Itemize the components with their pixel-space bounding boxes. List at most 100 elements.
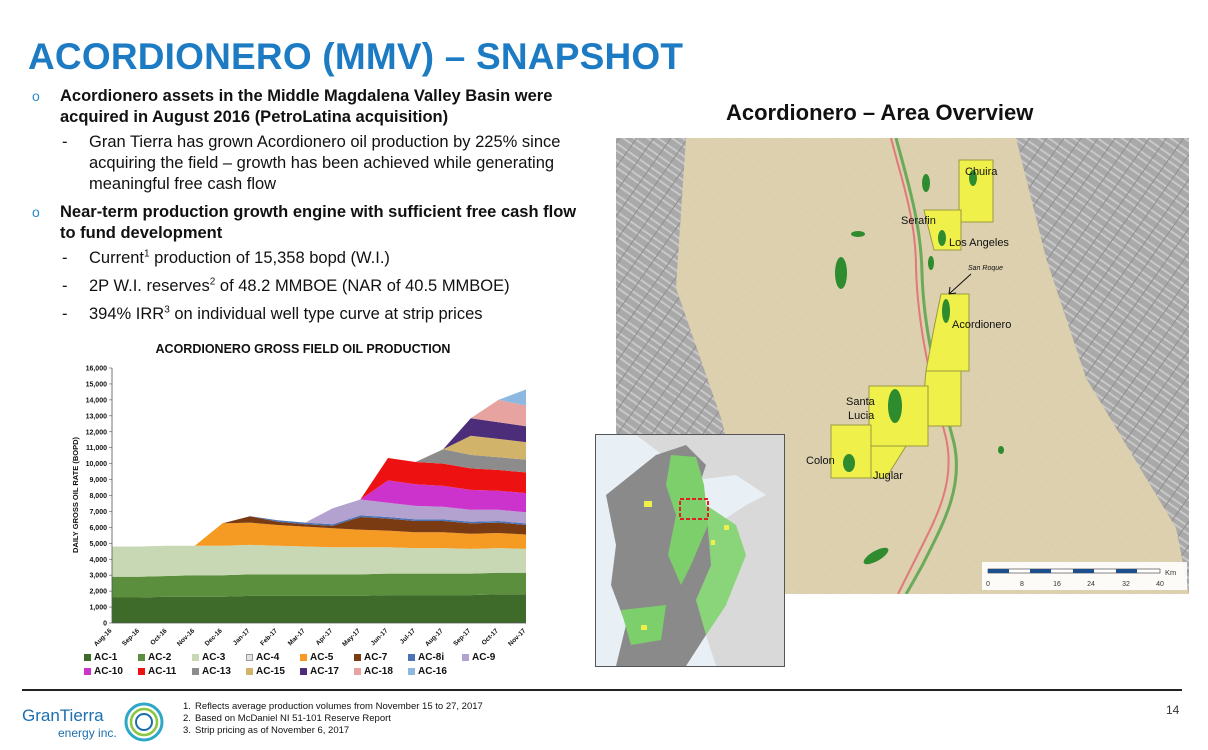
legend-swatch (246, 667, 253, 675)
sub-bullet-text: Current (89, 249, 145, 267)
legend-item: AC-5 (300, 650, 354, 664)
label-los-angeles: Los Angeles (949, 237, 1009, 249)
bullet-text: Near-term production growth engine with … (60, 203, 577, 242)
footnote-number: 1. (183, 701, 191, 712)
sub-bullet-text: 394% IRR (89, 305, 165, 323)
logo-text: GranTierra (22, 706, 104, 725)
block-juglar (870, 445, 907, 479)
footnote-ref: 3 (164, 304, 170, 316)
legend-swatch (300, 667, 307, 675)
x-tick-label: Oct-16 (149, 627, 169, 647)
field-shape (851, 231, 865, 237)
footnote-text: Reflects average production volumes from… (195, 701, 483, 712)
bullet-marker: o (32, 204, 40, 220)
legend-item: AC-2 (138, 650, 192, 664)
y-tick-label: 2,000 (89, 589, 107, 596)
series-area-ac-11 (112, 458, 526, 547)
legend-item: AC-17 (300, 664, 354, 678)
scale-tick: 0 (986, 581, 990, 588)
legend-label: AC-17 (310, 665, 339, 677)
x-tick-label: Aug-17 (424, 627, 445, 648)
legend-swatch (192, 667, 199, 675)
bullet-acquisition: o Acordionero assets in the Middle Magda… (32, 86, 577, 128)
block-serafin (923, 209, 962, 251)
legend-item: AC-11 (138, 664, 192, 678)
y-tick-label: 11,000 (86, 445, 107, 452)
legend-item: AC-18 (354, 664, 408, 678)
footer-divider (22, 689, 1182, 691)
legend-swatch (138, 653, 145, 661)
x-tick-label: Jun-17 (370, 627, 390, 647)
logo-rings-icon (124, 702, 164, 742)
company-logo: GranTierra energy inc. (22, 700, 172, 744)
x-tick-label: Sep-16 (121, 627, 141, 647)
y-tick-label: 0 (103, 621, 107, 628)
series-area-ac-17 (112, 418, 526, 547)
series-area-ac-5 (112, 522, 526, 549)
dash-marker: - (62, 305, 68, 323)
x-tick-label: May-17 (341, 627, 362, 648)
y-tick-label: 8,000 (89, 493, 107, 500)
field-shape (928, 256, 934, 270)
footnote: 1. Reflects average production volumes fr… (183, 701, 483, 713)
y-tick-label: 6,000 (89, 525, 107, 532)
legend-swatch (354, 667, 361, 675)
block-chuira (958, 159, 994, 223)
label-santa-lucia: Lucia (848, 410, 875, 422)
legend-swatch (354, 653, 361, 661)
legend-label: AC-10 (94, 665, 123, 677)
legend-item: AC-15 (246, 664, 300, 678)
logo-subtext: energy inc. (58, 726, 117, 740)
y-tick-label: 10,000 (86, 461, 108, 468)
x-tick-label: Jan-17 (232, 627, 252, 647)
legend-item: AC-10 (84, 664, 138, 678)
footnote: 2. Based on McDaniel NI 51-101 Reserve Re… (183, 713, 483, 725)
legend-row: AC-1 AC-2 AC-3 AC-4 AC-5 AC-7 AC-8i AC-9 (84, 650, 554, 664)
legend-label: AC-16 (418, 665, 447, 677)
neighbor-land (636, 435, 784, 666)
legend-swatch (246, 653, 253, 661)
field-shape (998, 446, 1004, 454)
x-tick-label: Dec-16 (204, 627, 224, 647)
footnotes: 1. Reflects average production volumes fr… (183, 701, 483, 737)
legend-item: AC-4 (246, 650, 300, 664)
series-area-ac-10 (112, 480, 526, 547)
series-area-ac-9 (112, 499, 526, 547)
y-tick-label: 9,000 (89, 477, 107, 484)
legend-label: AC-11 (148, 665, 177, 677)
legend-item: AC-8i (408, 650, 462, 664)
legend-label: AC-15 (256, 665, 285, 677)
legend-item: AC-16 (408, 664, 462, 678)
sub-bullet-irr: - 394% IRR3 on individual well type curv… (32, 304, 577, 325)
legend-row: AC-10 AC-11 AC-13 AC-15 AC-17 AC-18 AC-16 (84, 664, 554, 678)
y-tick-label: 12,000 (86, 429, 108, 436)
label-juglar: Juglar (873, 470, 903, 482)
legend-swatch (408, 653, 415, 661)
y-tick-label: 1,000 (89, 605, 107, 612)
field-shape (938, 230, 946, 246)
legend-label: AC-3 (202, 651, 226, 663)
scale-tick: 16 (1053, 581, 1061, 588)
label-serafin: Serafin (901, 215, 936, 227)
series-area-ac-13 (112, 449, 526, 547)
y-tick-label: 3,000 (89, 573, 107, 580)
block-marker (724, 525, 729, 530)
field-shape (888, 389, 902, 423)
bullet-marker: o (32, 88, 40, 104)
x-tick-label: Apr-17 (315, 627, 335, 647)
field-shape (942, 299, 950, 323)
x-tick-label: Jul-17 (399, 627, 418, 646)
scale-unit: Km (1165, 568, 1176, 577)
sub-bullet-text: on individual well type curve at strip p… (169, 305, 483, 323)
legend-swatch (300, 653, 307, 661)
legend-item: AC-3 (192, 650, 246, 664)
footnote: 3. Strip pricing as of November 6, 2017 (183, 725, 483, 737)
series-area-ac-2 (112, 572, 526, 598)
series-area-ac-7 (112, 516, 526, 547)
legend-item: AC-1 (84, 650, 138, 664)
label-san-roque: San Roque (968, 265, 1003, 272)
legend-swatch (192, 653, 199, 661)
series-area-ac-3 (112, 544, 526, 577)
label-acordionero: Acordionero (952, 319, 1011, 331)
block-marker (641, 625, 647, 630)
